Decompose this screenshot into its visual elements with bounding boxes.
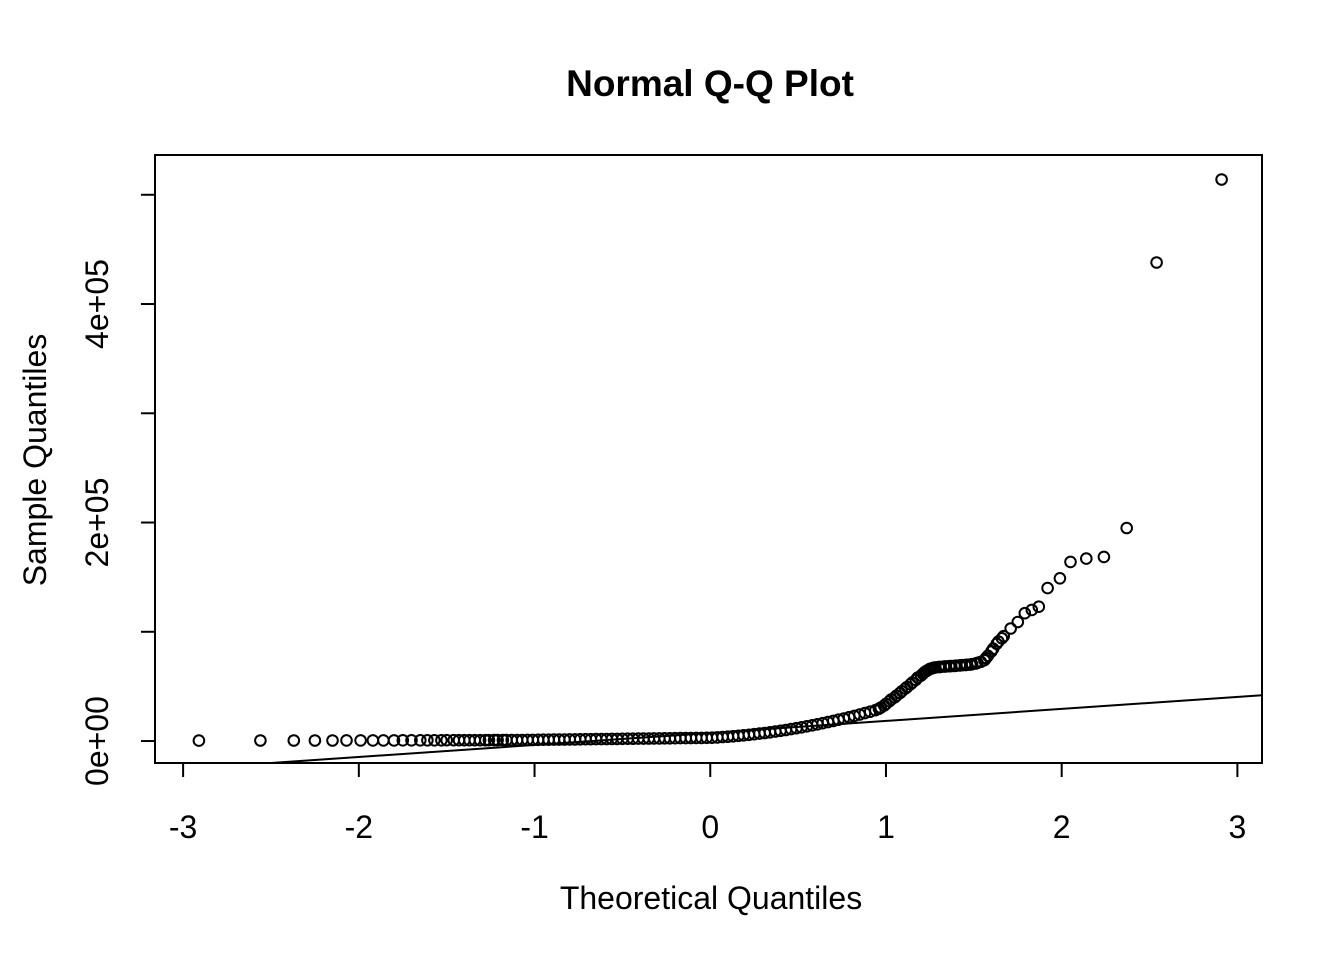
data-points-group	[192, 173, 1228, 747]
data-point	[366, 734, 380, 747]
x-axis-title: Theoretical Quantiles	[560, 880, 862, 916]
data-point	[479, 733, 492, 747]
data-point	[1080, 552, 1093, 565]
data-point	[496, 733, 510, 747]
data-point	[414, 734, 427, 747]
data-point	[340, 734, 353, 747]
data-point	[396, 734, 410, 747]
data-point	[1120, 521, 1133, 535]
data-point	[473, 733, 487, 747]
data-point	[254, 734, 267, 747]
data-point	[1004, 622, 1018, 635]
y-tick-label: 2e+05	[79, 478, 115, 568]
data-point	[435, 734, 448, 747]
data-point	[1032, 600, 1046, 614]
data-point	[1064, 555, 1077, 569]
chart-title: Normal Q-Q Plot	[566, 63, 854, 104]
plot-frame	[154, 154, 1263, 764]
y-tick-label: 0e+00	[79, 696, 115, 786]
data-point	[377, 734, 390, 747]
data-point	[1215, 173, 1228, 186]
x-tick-label: 2	[1053, 809, 1071, 845]
data-point	[997, 629, 1011, 643]
data-point	[326, 734, 339, 747]
data-point	[387, 734, 401, 747]
data-point	[1097, 550, 1111, 564]
data-point	[1018, 606, 1032, 620]
data-point	[192, 734, 206, 747]
data-point	[1150, 256, 1163, 269]
x-tick-label: -1	[520, 809, 548, 845]
data-point	[491, 733, 504, 747]
x-tick-label: 0	[701, 809, 719, 845]
x-tick-label: 3	[1229, 809, 1247, 845]
data-point	[405, 734, 418, 747]
data-point	[995, 632, 1009, 645]
data-point	[1025, 603, 1039, 617]
data-point	[482, 733, 496, 747]
y-axis-ticks: 0e+00 2e+05 4e+05	[79, 193, 155, 786]
data-point	[354, 734, 367, 747]
data-point	[440, 733, 454, 747]
x-tick-label: 1	[877, 809, 895, 845]
data-point	[428, 734, 441, 747]
y-tick-label: 4e+05	[79, 259, 115, 349]
x-tick-label: -2	[345, 809, 373, 845]
y-axis-title: Sample Quantiles	[17, 334, 53, 587]
data-point	[487, 733, 501, 747]
x-axis-ticks: -3 -2 -1 0 1 2 3	[169, 763, 1246, 845]
data-point	[421, 734, 434, 747]
data-point	[1053, 572, 1067, 585]
data-point	[1011, 615, 1025, 629]
data-point	[308, 734, 322, 747]
x-tick-label: -3	[169, 809, 197, 845]
plot-border	[154, 154, 1263, 764]
data-point	[1041, 581, 1054, 595]
data-point	[287, 734, 301, 747]
